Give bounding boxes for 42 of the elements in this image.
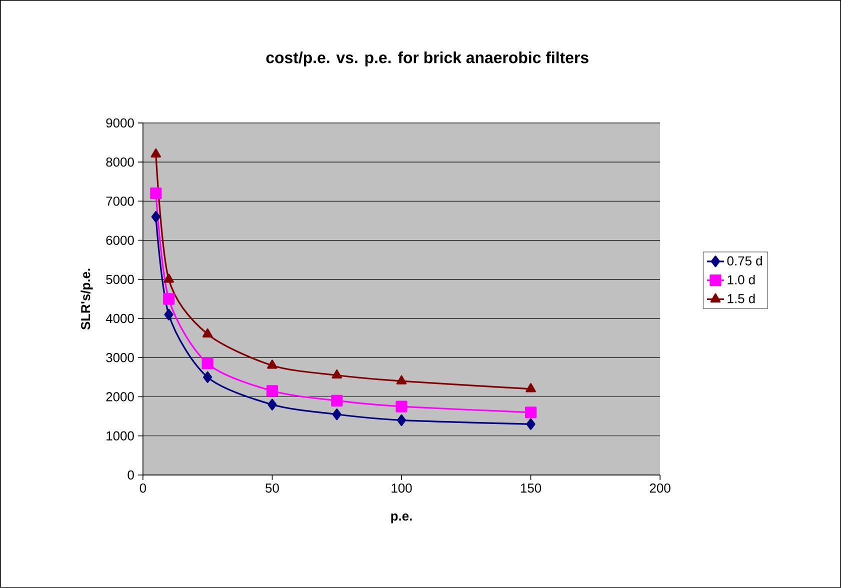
y-tick-label: 9000 <box>106 118 134 128</box>
point <box>150 188 162 200</box>
point <box>268 398 277 410</box>
point <box>396 414 406 426</box>
point <box>202 358 214 370</box>
y-tick-label: 5000 <box>106 274 134 284</box>
x-tick-label: 50 <box>266 484 279 493</box>
y-tick-label: 1000 <box>106 431 134 440</box>
point <box>332 408 342 420</box>
point <box>396 375 407 384</box>
y-tick-label: 4000 <box>106 314 134 324</box>
y-axis-title: SLR's/p.e. <box>80 268 93 330</box>
x-tick-label: 200 <box>650 484 670 493</box>
y-tick-label: 8000 <box>106 157 134 167</box>
point <box>164 274 174 283</box>
y-tick-label: 3000 <box>106 353 134 362</box>
point <box>266 385 278 397</box>
legend-label: 0.75 d <box>727 256 762 266</box>
point <box>150 148 162 158</box>
y-tick-label: 7000 <box>106 196 134 206</box>
point <box>396 400 408 412</box>
point <box>332 369 342 379</box>
point <box>524 406 537 418</box>
x-tick-label: 150 <box>520 484 542 493</box>
legend-label: 1.5 d <box>728 294 755 304</box>
chart-title: cost/p.e. vs. p.e. for brick anaerobic filters <box>266 52 588 66</box>
point <box>164 308 174 320</box>
point <box>202 328 213 338</box>
point <box>331 394 343 406</box>
legend-label: 1.0 d <box>728 274 755 284</box>
point <box>526 383 536 392</box>
point <box>162 293 175 305</box>
point <box>526 418 536 430</box>
x-tick-label: 0 <box>140 484 146 493</box>
x-tick-label: 100 <box>392 484 412 493</box>
y-tick-label: 6000 <box>106 236 134 245</box>
point <box>203 371 212 384</box>
x-axis-title: p.e. <box>391 514 412 524</box>
point <box>151 211 160 223</box>
y-tick-label: 2000 <box>106 392 134 402</box>
point <box>267 360 278 369</box>
y-tick-label: 0 <box>128 470 134 480</box>
